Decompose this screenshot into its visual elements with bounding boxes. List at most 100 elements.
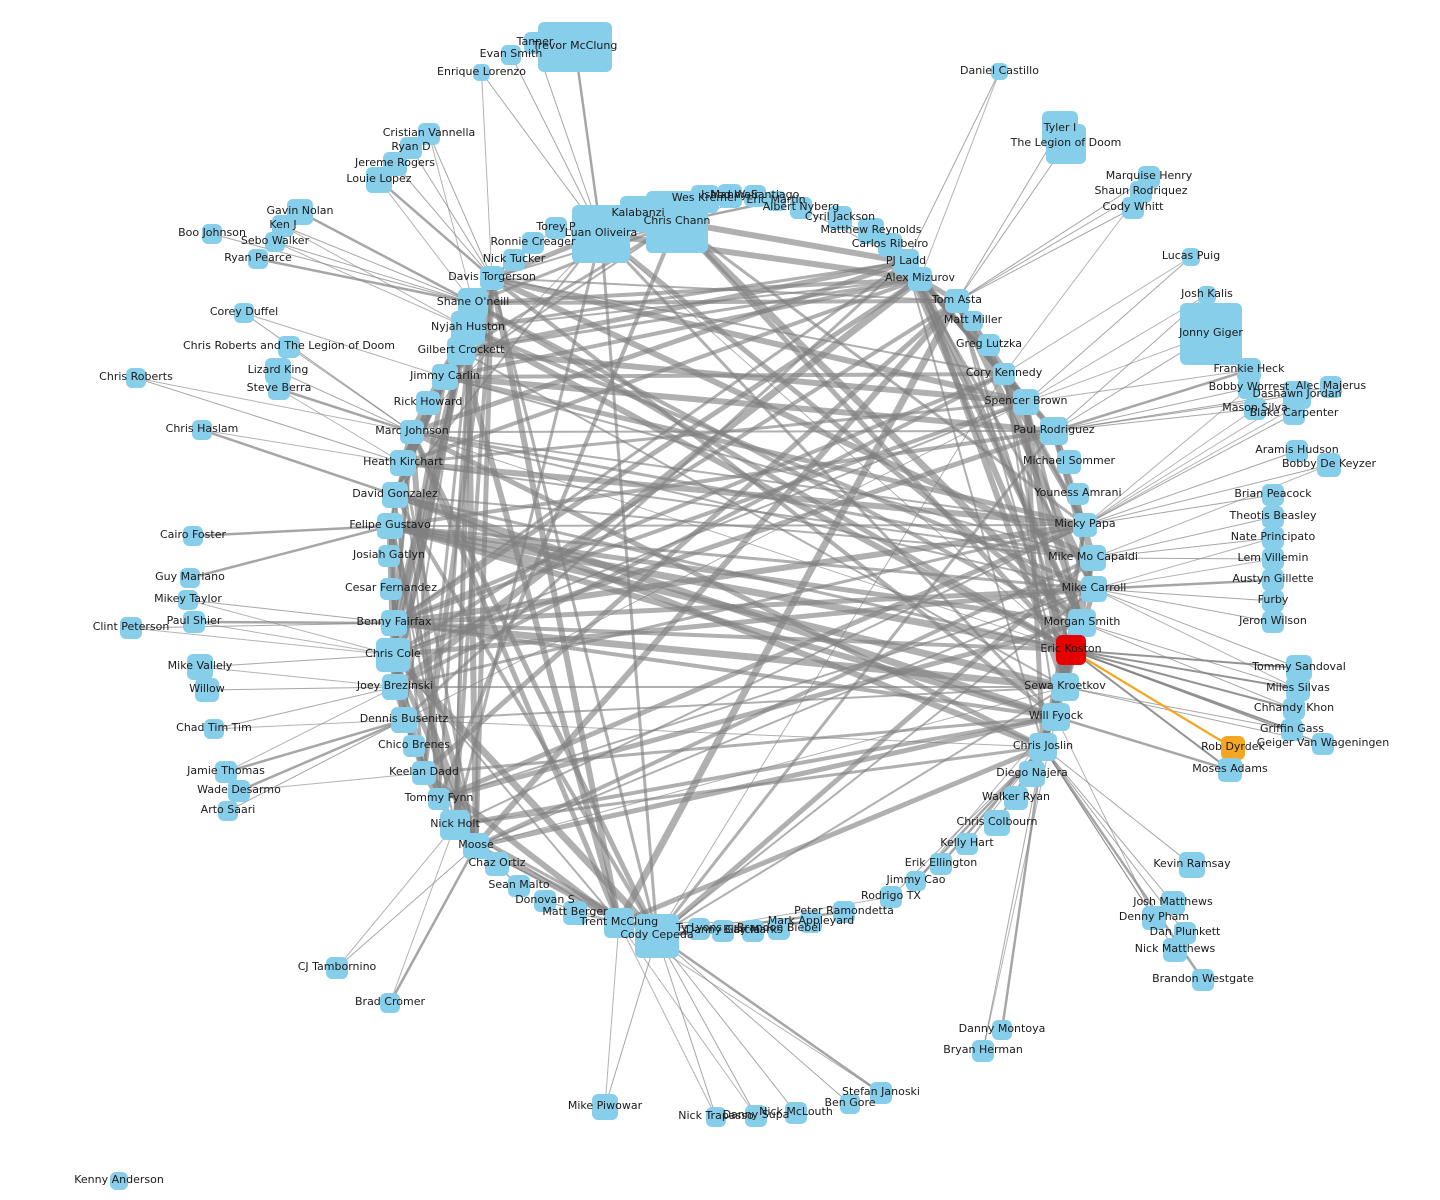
graph-node[interactable] (840, 1094, 860, 1114)
graph-node[interactable] (378, 545, 400, 567)
graph-node[interactable] (1262, 548, 1284, 570)
graph-node[interactable] (978, 334, 1000, 356)
graph-node[interactable] (1281, 719, 1303, 741)
graph-node[interactable] (391, 707, 417, 733)
graph-node[interactable] (1192, 969, 1214, 991)
graph-node[interactable] (1057, 450, 1081, 474)
graph-node[interactable] (202, 224, 222, 244)
graph-node[interactable] (508, 875, 530, 897)
graph-node[interactable] (382, 482, 408, 508)
graph-node[interactable] (766, 191, 786, 211)
graph-node[interactable] (908, 267, 932, 291)
graph-node[interactable] (706, 1107, 726, 1127)
graph-node[interactable] (1080, 545, 1106, 571)
graph-node[interactable] (956, 833, 978, 855)
graph-node[interactable] (870, 1082, 892, 1104)
graph-node[interactable] (380, 578, 402, 600)
graph-node[interactable] (1040, 417, 1068, 445)
graph-node[interactable] (1163, 938, 1187, 962)
graph-node[interactable] (418, 123, 440, 145)
graph-node[interactable] (800, 911, 822, 933)
graph-node[interactable] (326, 957, 348, 979)
graph-node[interactable] (745, 1105, 767, 1127)
graph-node[interactable] (228, 780, 250, 802)
graph-node[interactable] (268, 378, 290, 400)
graph-node[interactable] (377, 513, 403, 539)
graph-node[interactable] (1122, 197, 1144, 219)
graph-node[interactable] (1056, 635, 1086, 665)
graph-node[interactable] (1283, 698, 1305, 720)
graph-node[interactable] (742, 920, 764, 942)
graph-node[interactable] (390, 450, 416, 476)
graph-node[interactable] (1286, 655, 1312, 681)
graph-node[interactable] (945, 289, 969, 313)
graph-node[interactable] (984, 810, 1010, 836)
graph-node[interactable] (412, 761, 436, 785)
graph-node[interactable] (1262, 590, 1284, 612)
graph-node[interactable] (178, 590, 198, 610)
graph-node[interactable] (183, 526, 203, 546)
graph-node[interactable] (712, 920, 734, 942)
graph-node[interactable] (1221, 736, 1245, 760)
graph-node[interactable] (403, 735, 425, 757)
graph-node[interactable] (381, 610, 407, 636)
graph-node[interactable] (718, 184, 742, 208)
graph-node[interactable] (524, 32, 546, 54)
graph-node[interactable] (790, 197, 812, 219)
graph-node[interactable] (592, 1094, 618, 1120)
graph-node[interactable] (1262, 569, 1284, 591)
graph-node[interactable] (691, 185, 719, 213)
graph-node[interactable] (1073, 513, 1097, 537)
graph-node[interactable] (1142, 906, 1166, 930)
graph-node[interactable] (1317, 453, 1341, 477)
graph-node[interactable] (187, 654, 213, 680)
graph-node[interactable] (1180, 303, 1242, 365)
graph-node[interactable] (183, 611, 205, 633)
graph-node[interactable] (400, 420, 424, 444)
graph-node[interactable] (563, 901, 587, 925)
graph-node[interactable] (1042, 703, 1070, 731)
graph-node[interactable] (366, 167, 392, 193)
graph-node[interactable] (248, 249, 268, 269)
graph-node[interactable] (620, 196, 656, 232)
graph-node[interactable] (1182, 248, 1200, 266)
graph-node[interactable] (1312, 733, 1334, 755)
graph-node[interactable] (1320, 376, 1342, 398)
graph-node[interactable] (1244, 398, 1266, 420)
graph-node[interactable] (993, 363, 1015, 385)
graph-node[interactable] (376, 638, 410, 672)
graph-node[interactable] (991, 63, 1008, 80)
graph-node[interactable] (1198, 286, 1216, 304)
graph-node[interactable] (1238, 377, 1260, 399)
graph-node[interactable] (218, 801, 238, 821)
graph-node[interactable] (1004, 786, 1028, 810)
graph-node[interactable] (604, 908, 634, 938)
graph-node[interactable] (1262, 506, 1284, 528)
graph-node[interactable] (1286, 440, 1308, 462)
graph-node[interactable] (287, 199, 313, 225)
graph-node[interactable] (635, 914, 679, 958)
graph-node[interactable] (180, 568, 200, 588)
graph-node[interactable] (432, 364, 458, 390)
graph-node[interactable] (503, 249, 525, 271)
graph-node[interactable] (110, 1172, 128, 1190)
graph-node[interactable] (416, 391, 440, 415)
graph-node[interactable] (485, 852, 509, 876)
graph-node[interactable] (1081, 576, 1107, 602)
graph-node[interactable] (688, 918, 710, 940)
graph-node[interactable] (473, 64, 490, 81)
graph-node[interactable] (522, 232, 544, 254)
graph-node[interactable] (1029, 733, 1057, 761)
graph-node[interactable] (1068, 609, 1096, 637)
graph-node[interactable] (1067, 483, 1089, 505)
graph-node[interactable] (447, 337, 475, 365)
graph-node[interactable] (1286, 677, 1310, 701)
graph-node[interactable] (972, 1040, 994, 1062)
graph-node[interactable] (744, 185, 766, 207)
graph-node[interactable] (963, 311, 983, 331)
graph-node[interactable] (538, 22, 612, 72)
graph-node[interactable] (828, 206, 852, 230)
graph-node[interactable] (1262, 611, 1284, 633)
graph-node[interactable] (1013, 389, 1039, 415)
graph-node[interactable] (1283, 403, 1305, 425)
